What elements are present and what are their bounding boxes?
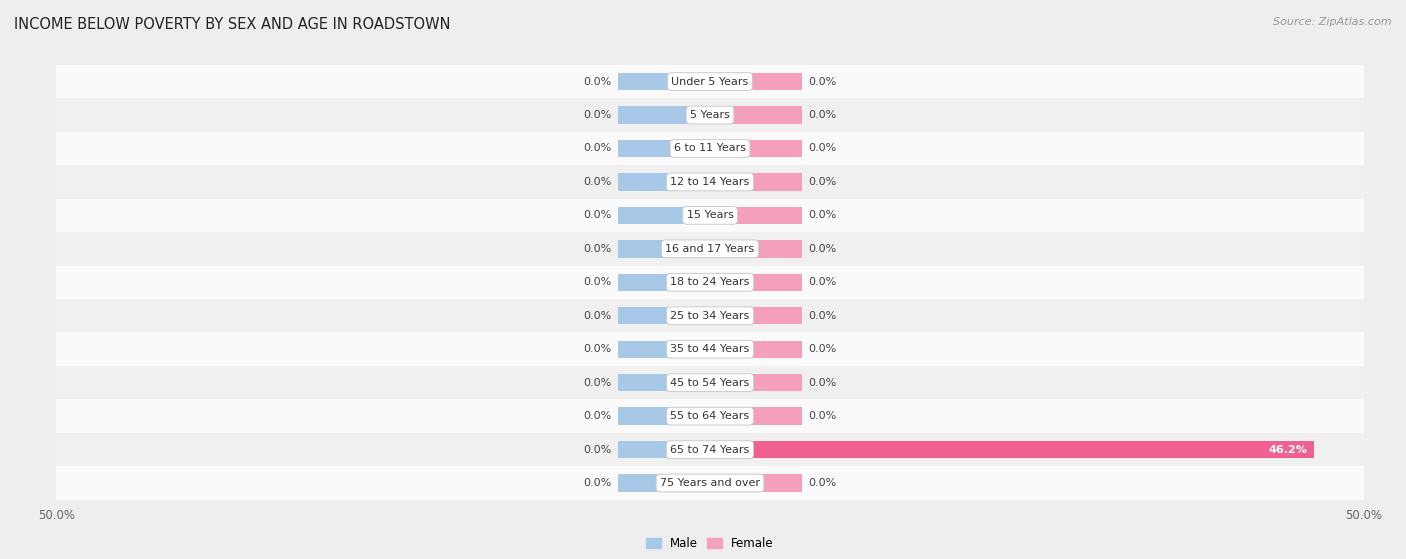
Text: 55 to 64 Years: 55 to 64 Years	[671, 411, 749, 421]
Text: 35 to 44 Years: 35 to 44 Years	[671, 344, 749, 354]
Bar	[56, 98, 1364, 132]
Text: 0.0%: 0.0%	[808, 110, 837, 120]
Bar	[710, 273, 801, 291]
Text: 0.0%: 0.0%	[808, 77, 837, 87]
Bar	[710, 140, 801, 157]
Bar	[710, 374, 801, 391]
Text: 0.0%: 0.0%	[583, 344, 612, 354]
Bar	[619, 207, 710, 224]
Bar	[710, 173, 801, 191]
Bar	[619, 408, 710, 425]
Bar	[619, 140, 710, 157]
Text: 0.0%: 0.0%	[583, 378, 612, 387]
Bar	[710, 73, 801, 90]
Text: 0.0%: 0.0%	[583, 277, 612, 287]
Text: Source: ZipAtlas.com: Source: ZipAtlas.com	[1274, 17, 1392, 27]
Text: 0.0%: 0.0%	[583, 144, 612, 154]
Bar	[56, 333, 1364, 366]
Text: 0.0%: 0.0%	[808, 378, 837, 387]
Text: 0.0%: 0.0%	[583, 311, 612, 321]
Bar	[619, 307, 710, 324]
Bar	[56, 466, 1364, 500]
Text: 18 to 24 Years: 18 to 24 Years	[671, 277, 749, 287]
Bar	[619, 106, 710, 124]
Text: 0.0%: 0.0%	[583, 210, 612, 220]
Text: 46.2%: 46.2%	[1268, 444, 1308, 454]
Bar	[56, 232, 1364, 266]
Bar	[710, 307, 801, 324]
Text: 0.0%: 0.0%	[808, 244, 837, 254]
Text: 0.0%: 0.0%	[808, 177, 837, 187]
Text: 0.0%: 0.0%	[583, 110, 612, 120]
Bar	[56, 165, 1364, 198]
Bar	[56, 132, 1364, 165]
Bar	[619, 73, 710, 90]
Bar	[56, 433, 1364, 466]
Bar	[56, 198, 1364, 232]
Text: 0.0%: 0.0%	[583, 478, 612, 488]
Bar	[710, 475, 801, 492]
Text: 65 to 74 Years: 65 to 74 Years	[671, 444, 749, 454]
Text: 15 Years: 15 Years	[686, 210, 734, 220]
Text: 45 to 54 Years: 45 to 54 Years	[671, 378, 749, 387]
Bar	[710, 207, 801, 224]
Text: 0.0%: 0.0%	[583, 177, 612, 187]
Bar	[56, 266, 1364, 299]
Text: 5 Years: 5 Years	[690, 110, 730, 120]
Bar	[710, 240, 801, 258]
Bar	[56, 399, 1364, 433]
Bar	[710, 340, 801, 358]
Text: 0.0%: 0.0%	[808, 277, 837, 287]
Bar	[619, 240, 710, 258]
Text: 16 and 17 Years: 16 and 17 Years	[665, 244, 755, 254]
Text: 0.0%: 0.0%	[583, 411, 612, 421]
Legend: Male, Female: Male, Female	[641, 532, 779, 555]
Text: INCOME BELOW POVERTY BY SEX AND AGE IN ROADSTOWN: INCOME BELOW POVERTY BY SEX AND AGE IN R…	[14, 17, 450, 32]
Bar	[619, 273, 710, 291]
Text: 0.0%: 0.0%	[808, 210, 837, 220]
Bar	[710, 106, 801, 124]
Bar	[56, 366, 1364, 399]
Bar	[56, 299, 1364, 333]
Bar	[619, 173, 710, 191]
Text: 6 to 11 Years: 6 to 11 Years	[673, 144, 747, 154]
Bar	[710, 408, 801, 425]
Text: 0.0%: 0.0%	[583, 77, 612, 87]
Bar	[619, 475, 710, 492]
Text: Under 5 Years: Under 5 Years	[672, 77, 748, 87]
Bar	[619, 374, 710, 391]
Text: 0.0%: 0.0%	[808, 144, 837, 154]
Text: 0.0%: 0.0%	[808, 344, 837, 354]
Bar	[619, 441, 710, 458]
Text: 0.0%: 0.0%	[808, 478, 837, 488]
Text: 25 to 34 Years: 25 to 34 Years	[671, 311, 749, 321]
Text: 0.0%: 0.0%	[808, 411, 837, 421]
Bar	[710, 441, 1315, 458]
Text: 0.0%: 0.0%	[583, 244, 612, 254]
Bar	[619, 340, 710, 358]
Text: 0.0%: 0.0%	[808, 311, 837, 321]
Text: 75 Years and over: 75 Years and over	[659, 478, 761, 488]
Text: 12 to 14 Years: 12 to 14 Years	[671, 177, 749, 187]
Text: 0.0%: 0.0%	[583, 444, 612, 454]
Bar	[56, 65, 1364, 98]
